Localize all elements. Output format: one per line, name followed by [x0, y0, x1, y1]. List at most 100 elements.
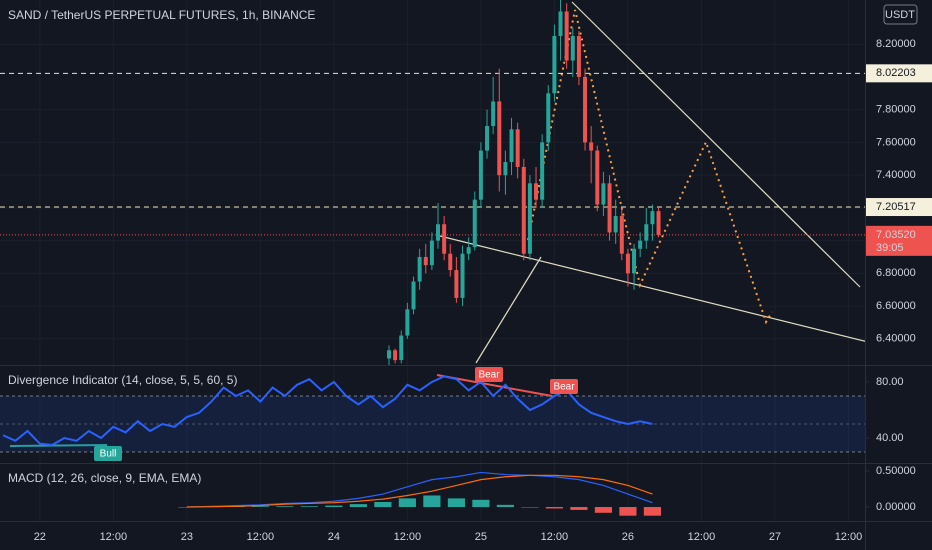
annotation-badge	[475, 367, 503, 382]
candle-body	[595, 150, 600, 205]
candle-body	[442, 224, 447, 254]
histogram-bar	[643, 507, 662, 516]
annotation: Bear	[553, 382, 575, 393]
countdown: 39:05	[876, 242, 904, 254]
candle-body	[417, 256, 422, 282]
candle-body	[613, 216, 618, 233]
candle-body	[558, 11, 563, 37]
current-price-badge	[866, 225, 932, 256]
trend-line	[571, 1, 861, 288]
price-badge	[866, 198, 932, 217]
indicator-line	[2, 375, 653, 447]
candle-body	[387, 350, 392, 359]
x-tick-label: 23	[181, 531, 193, 543]
price-badge	[866, 64, 932, 83]
macd-line	[186, 474, 653, 508]
candle-body	[393, 350, 398, 361]
x-tick-label: 12:00	[835, 531, 863, 543]
candle-body	[576, 36, 581, 77]
x-tick-label: 12:00	[247, 531, 275, 543]
histogram-bar	[300, 506, 318, 508]
candle-body	[405, 309, 410, 336]
trend-line	[475, 256, 542, 364]
candle-body	[503, 162, 508, 176]
y-tick-label: 0.50000	[876, 465, 916, 477]
candle-body	[583, 76, 588, 143]
candle-body	[485, 126, 490, 151]
trend-line	[439, 235, 865, 342]
y-tick-label: 7.60000	[876, 136, 916, 148]
histogram-bar	[472, 499, 490, 508]
y-tick-label: 40.00	[876, 432, 904, 444]
candle-body	[632, 248, 637, 274]
candle-body	[472, 199, 477, 248]
candle-body	[436, 224, 441, 241]
candle-body	[638, 240, 643, 249]
y-tick-label: 80.00	[876, 376, 904, 388]
x-tick-label: 27	[769, 531, 781, 543]
y-tick-label: 8.20000	[876, 38, 916, 50]
candle-body	[564, 11, 569, 61]
candle-body	[527, 183, 532, 254]
current-price-label: 7.03520	[876, 229, 916, 241]
candle-body	[478, 150, 483, 200]
y-tick-label: 0.00000	[876, 501, 916, 513]
y-tick-label: 7.40000	[876, 169, 916, 181]
macd-line	[186, 471, 653, 508]
labels: SAND / TetherUS PERPETUAL FUTURES, 1h, B…	[8, 4, 918, 485]
candle-body	[411, 281, 416, 310]
x-tick-label: 12:00	[541, 531, 569, 543]
y-tick-label: 6.60000	[876, 300, 916, 312]
chart-title: SAND / TetherUS PERPETUAL FUTURES, 1h, B…	[8, 8, 315, 22]
histogram-bar	[423, 495, 441, 508]
indicator-pane: Bull Bear Bear	[0, 367, 865, 461]
histogram-bar	[349, 504, 367, 508]
histogram-bar	[521, 507, 539, 508]
candle-body	[601, 183, 606, 205]
candle-body	[534, 183, 539, 200]
candle-body	[429, 240, 434, 266]
annotation: Bull	[100, 449, 117, 460]
candle-body	[497, 101, 502, 176]
x-tick-label: 25	[475, 531, 487, 543]
candle-body	[460, 253, 465, 298]
histogram-bar	[545, 507, 563, 509]
histogram-bar	[398, 498, 416, 508]
histogram-bar	[619, 507, 637, 516]
histogram-bar	[594, 507, 612, 513]
candle-body	[619, 216, 624, 254]
indicator-title: Divergence Indicator (14, close, 5, 5, 6…	[8, 373, 237, 387]
x-tick-label: 22	[34, 531, 46, 543]
candle-body	[650, 211, 655, 225]
currency-badge[interactable]	[883, 4, 918, 25]
candle-body	[644, 224, 649, 241]
candle-body	[521, 166, 526, 254]
candle-body	[466, 247, 471, 254]
currency: USDT	[885, 9, 915, 21]
macd-pane	[178, 471, 662, 516]
histogram-bar	[570, 507, 588, 510]
y-tick-label: 6.40000	[876, 333, 916, 345]
candle-body	[491, 101, 496, 127]
histogram-bar	[447, 498, 465, 508]
candle-body	[552, 36, 557, 94]
candle-body	[607, 183, 612, 233]
candle-body	[399, 335, 404, 361]
divergence-line	[9, 444, 108, 447]
candle-body	[515, 129, 520, 167]
candle-body	[589, 142, 594, 151]
candle-body	[625, 253, 630, 274]
annotation: Bear	[478, 370, 500, 381]
x-tick-label: 12:00	[688, 531, 716, 543]
candle-body	[656, 211, 661, 235]
y-tick-label: 7.80000	[876, 104, 916, 116]
price-label: 8.02203	[876, 67, 916, 79]
macd-title: MACD (12, 26, close, 9, EMA, EMA)	[8, 471, 201, 485]
histogram-bar	[325, 505, 343, 508]
price-label: 7.20517	[876, 201, 916, 213]
candle-body	[423, 256, 428, 266]
candle-body	[454, 270, 459, 298]
